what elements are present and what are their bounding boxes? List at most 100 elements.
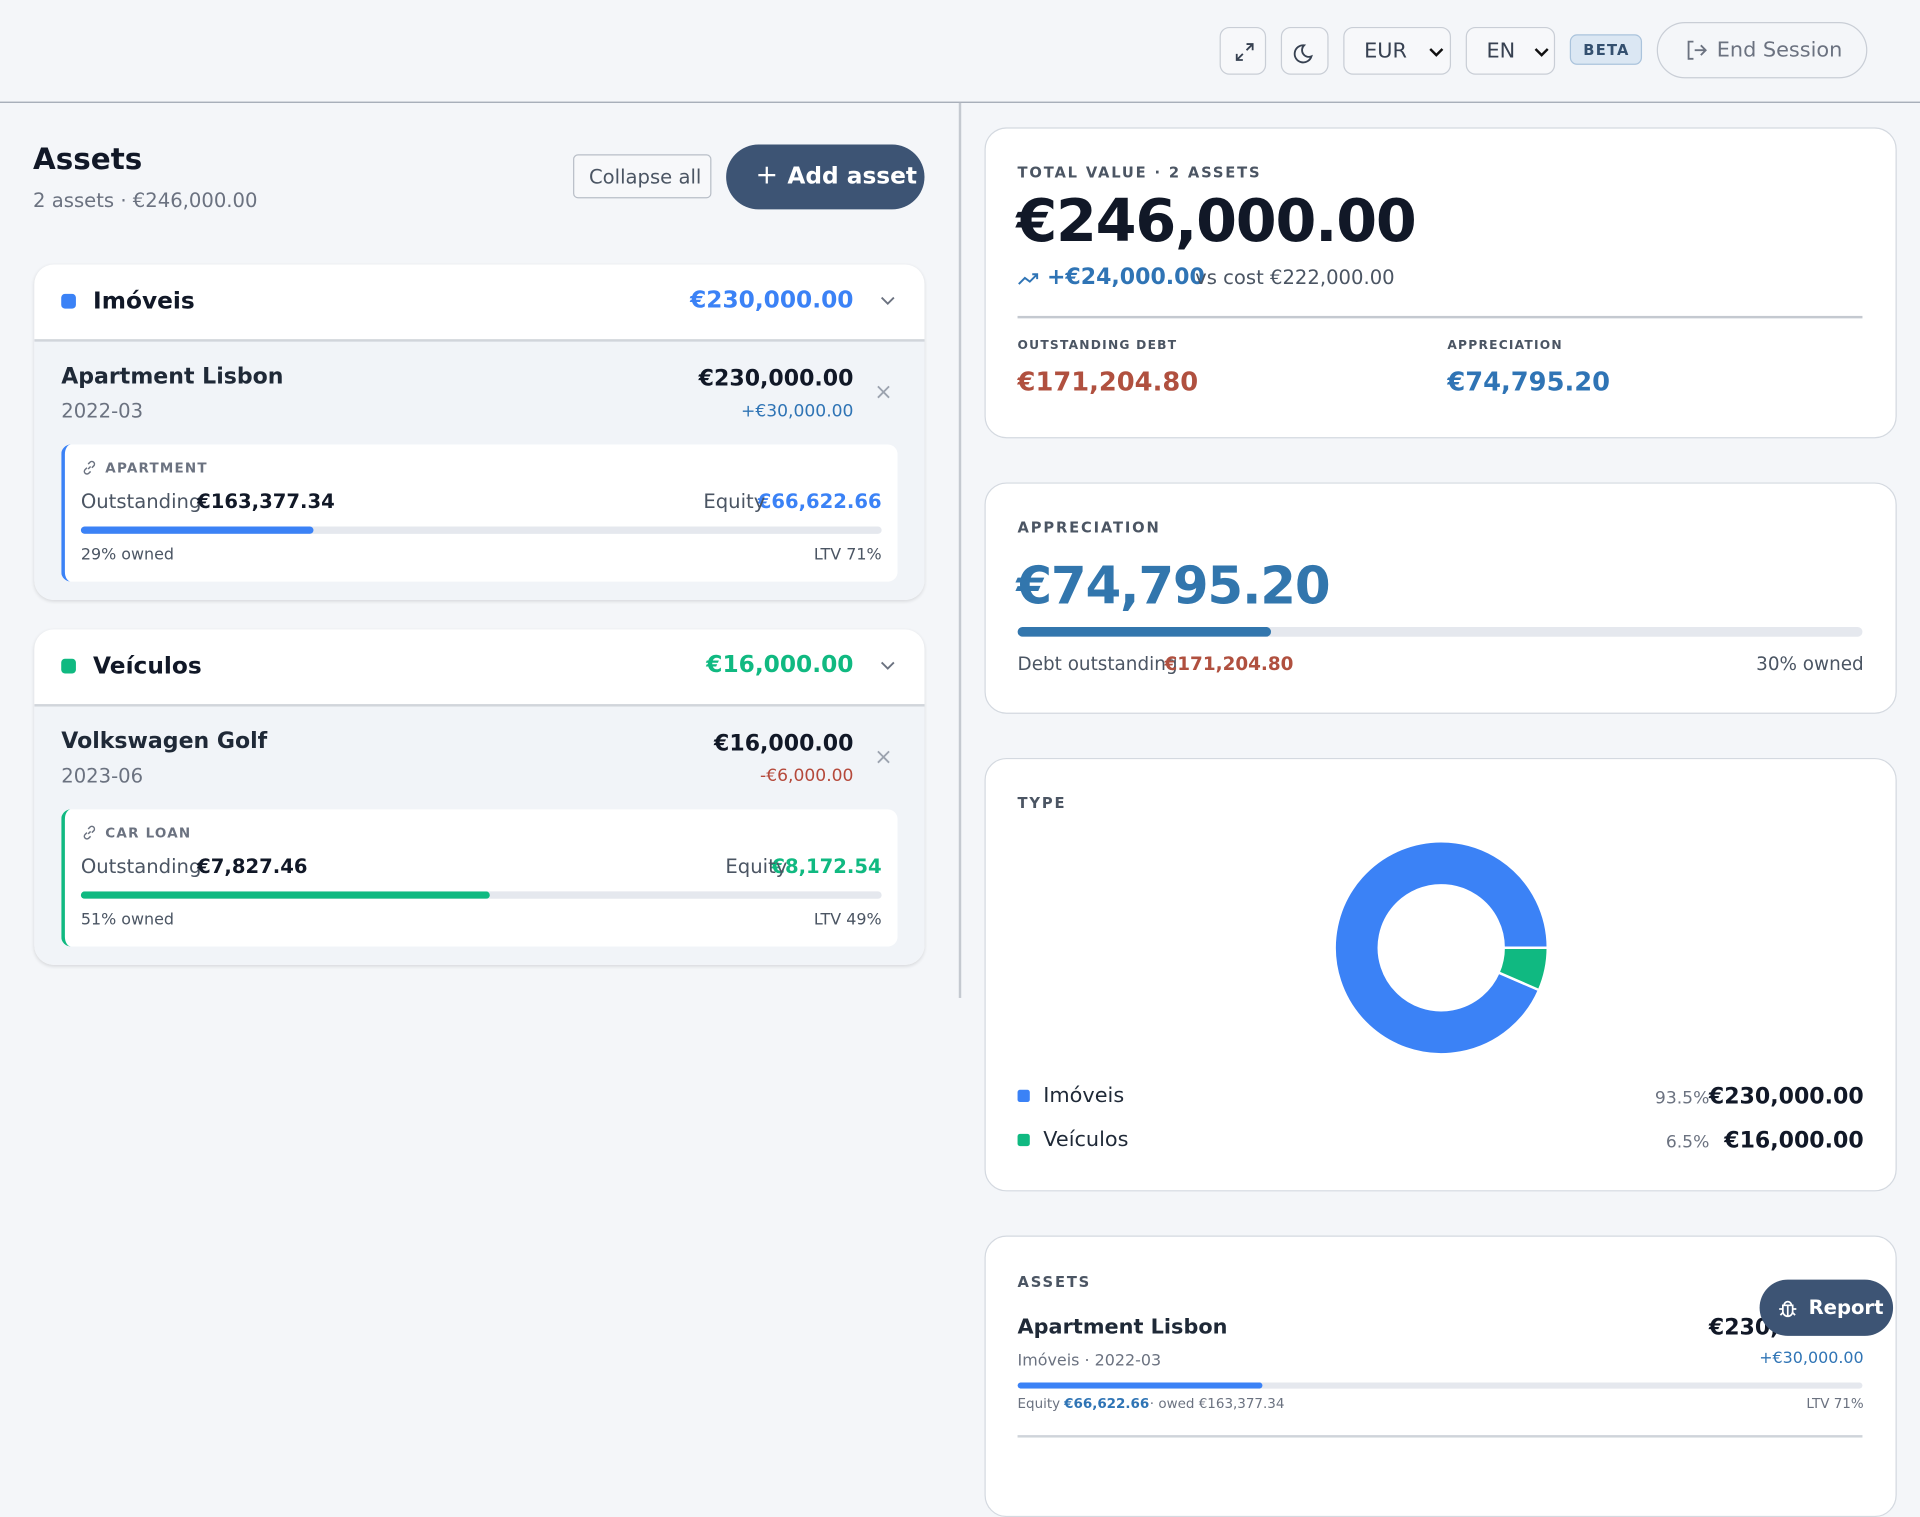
shape bbox=[880, 661, 895, 670]
asset-meta: Imóveis · 2022-03 bbox=[1017, 1351, 1162, 1371]
shape bbox=[83, 825, 96, 840]
fullscreen-icon bbox=[1235, 43, 1254, 61]
item-name: Volkswagen Golf bbox=[61, 728, 268, 755]
group-card: Veículos €16,000.00 Volkswagen Golf 2023… bbox=[34, 629, 925, 965]
vs-cost: vs cost €222,000.00 bbox=[1195, 265, 1395, 289]
asset-track bbox=[1017, 1382, 1863, 1389]
language: EN bbox=[1486, 39, 1516, 64]
assets-card-label: ASSETS bbox=[1017, 1273, 1092, 1291]
logout-icon bbox=[1687, 40, 1707, 60]
appreciation: €74,795.20 bbox=[1447, 367, 1611, 397]
ltv: LTV 49% bbox=[813, 911, 882, 930]
loan-box: CAR LOAN Outstanding €7,827.46 €8,172.54… bbox=[61, 809, 898, 947]
group-dot bbox=[61, 293, 76, 309]
currency-select[interactable]: EUR bbox=[1343, 26, 1452, 75]
trend-icon bbox=[1018, 273, 1039, 285]
group-name: Veículos bbox=[93, 652, 202, 680]
gain: +€24,000.00 bbox=[1046, 264, 1205, 291]
link-icon bbox=[83, 460, 96, 475]
group-total: €16,000.00 bbox=[706, 651, 854, 679]
equity: €8,172.54 bbox=[771, 854, 882, 878]
group-total: €230,000.00 bbox=[690, 286, 854, 314]
owned-text: 29% owned bbox=[80, 546, 175, 565]
report-button[interactable]: Report bbox=[1759, 1279, 1894, 1336]
fullscreen-button[interactable] bbox=[1219, 26, 1267, 75]
remove-button[interactable]: × bbox=[874, 379, 893, 406]
legend-percent: 93.5% bbox=[1654, 1088, 1710, 1109]
summary-card: TOTAL VALUE · 2 ASSETS €246,000.00 +€24,… bbox=[984, 127, 1897, 439]
legend-name: Veículos bbox=[1043, 1127, 1129, 1153]
equity-label: Equity bbox=[725, 854, 788, 878]
end-session-button[interactable]: End Session bbox=[1656, 22, 1868, 79]
panel-subtitle: 2 assets · €246,000.00 bbox=[33, 188, 258, 212]
separator bbox=[1017, 315, 1863, 318]
collapse-text: Collapse all bbox=[588, 165, 702, 189]
bug-icon bbox=[1779, 1300, 1797, 1318]
owned-text: 30% owned bbox=[1756, 652, 1864, 675]
legend-value: €230,000.00 bbox=[1708, 1083, 1864, 1110]
asset-bar bbox=[1017, 1382, 1263, 1389]
loan-label: APARTMENT bbox=[105, 460, 208, 477]
outstanding: €7,827.46 bbox=[197, 854, 308, 878]
remove-button[interactable]: × bbox=[874, 744, 893, 771]
loan-box: APARTMENT Outstanding €163,377.34 €66,62… bbox=[61, 444, 898, 582]
owned-text: 51% owned bbox=[80, 911, 175, 930]
panel-title: Assets bbox=[33, 142, 143, 177]
shape bbox=[1534, 48, 1549, 57]
shape bbox=[1293, 44, 1313, 64]
legend-percent: 6.5% bbox=[1665, 1132, 1710, 1153]
shape bbox=[1534, 48, 1549, 57]
appreciation-label: APPRECIATION bbox=[1447, 339, 1563, 353]
appreciation-card-label: APPRECIATION bbox=[1017, 519, 1161, 537]
link-icon bbox=[83, 825, 96, 840]
divider bbox=[958, 102, 961, 998]
add-asset-button[interactable]: + Add asset bbox=[726, 144, 925, 210]
asset-name: Apartment Lisbon bbox=[1017, 1315, 1228, 1340]
owned-track bbox=[80, 526, 882, 534]
asset-change: +€30,000.00 bbox=[1759, 1349, 1864, 1368]
chevron[interactable] bbox=[879, 295, 896, 307]
shape bbox=[1235, 43, 1254, 61]
debt-outstanding-label: Debt outstanding bbox=[1017, 652, 1178, 675]
shape bbox=[83, 460, 96, 475]
shape bbox=[1779, 1300, 1797, 1318]
owned-track bbox=[80, 891, 882, 899]
report-text: Report bbox=[1808, 1295, 1884, 1319]
legend-dot bbox=[1017, 1133, 1030, 1147]
ltv: LTV 71% bbox=[813, 546, 882, 565]
shape bbox=[1429, 48, 1444, 57]
legend-name: Imóveis bbox=[1043, 1083, 1125, 1109]
plus-icon: + bbox=[755, 160, 779, 192]
group-name: Imóveis bbox=[93, 287, 195, 315]
outstanding-label: Outstanding bbox=[80, 854, 202, 878]
donut-chart bbox=[1333, 840, 1549, 1056]
owned-bar bbox=[1017, 626, 1272, 637]
legend-dot bbox=[1017, 1089, 1030, 1103]
language-select[interactable]: EN bbox=[1465, 26, 1556, 75]
item-date: 2022-03 bbox=[61, 399, 144, 423]
badge-text: BETA bbox=[1583, 41, 1630, 59]
debt: €171,204.80 bbox=[1017, 367, 1199, 397]
shape bbox=[1429, 48, 1444, 57]
add-asset-text: Add asset bbox=[787, 162, 918, 190]
asset-equity-label: Equity bbox=[1017, 1395, 1061, 1412]
debt-outstanding: €171,204.80 bbox=[1164, 652, 1294, 675]
end-session-text: End Session bbox=[1716, 37, 1843, 63]
total-value: €246,000.00 bbox=[1016, 187, 1416, 256]
header bbox=[0, 0, 1920, 103]
owned-track bbox=[1017, 626, 1863, 637]
appreciation-card: APPRECIATION €74,795.20 Debt outstanding… bbox=[984, 482, 1897, 714]
donut-slice bbox=[1496, 946, 1549, 992]
theme-button[interactable] bbox=[1280, 26, 1329, 75]
outstanding-label: Outstanding bbox=[80, 489, 202, 514]
outstanding: €163,377.34 bbox=[197, 489, 335, 514]
legend-value: €16,000.00 bbox=[1724, 1127, 1864, 1154]
chevron[interactable] bbox=[879, 660, 896, 672]
item-name: Apartment Lisbon bbox=[61, 363, 284, 390]
group-card: Imóveis €230,000.00 Apartment Lisbon 202… bbox=[34, 264, 925, 600]
collapse-button[interactable]: Collapse all bbox=[573, 154, 712, 199]
owned-bar bbox=[80, 526, 314, 534]
loan-label: CAR LOAN bbox=[105, 825, 192, 842]
